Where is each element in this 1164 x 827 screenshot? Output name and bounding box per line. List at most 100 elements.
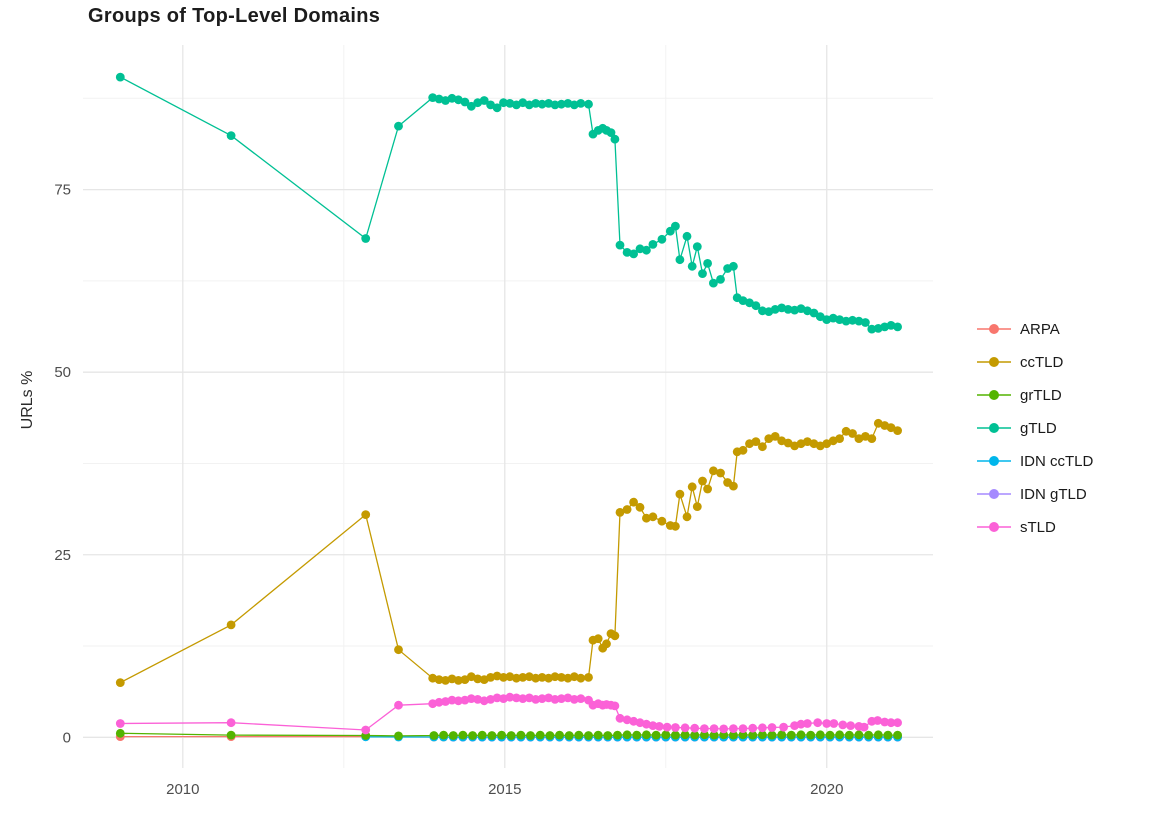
data-point [622,505,632,514]
data-point [867,434,877,443]
data-point [841,316,851,326]
legend-label: ccTLD [1020,353,1064,371]
legend-label: grTLD [1020,386,1062,404]
data-point [460,97,470,107]
data-point [487,731,497,740]
legend-key-icon [977,489,1011,499]
data-point [893,730,902,740]
data-point [662,722,672,732]
data-point [477,730,487,740]
data-point [687,482,697,492]
data-point [657,234,667,244]
data-point [661,730,671,740]
data-point [473,674,483,684]
data-point [835,730,844,740]
data-point [394,645,403,655]
data-point [361,234,371,243]
data-point [576,694,586,703]
data-point [584,673,593,682]
grid-major [83,45,933,768]
data-point [466,101,476,111]
data-point [709,466,718,476]
data-point [115,728,125,738]
data-point [584,731,593,740]
data-point [569,695,579,704]
data-point [709,278,718,288]
data-point [758,730,767,740]
data-point [115,719,125,728]
data-point [518,694,528,703]
data-point [671,221,680,231]
data-point [770,432,780,441]
y-tick-label: 25 [54,547,71,564]
legend-label: IDN ccTLD [1020,452,1094,470]
series-gtld [115,72,902,334]
data-point [657,516,667,526]
data-point [615,508,625,517]
data-point [883,730,893,740]
data-point [825,730,835,740]
data-point [716,468,725,478]
data-point [555,730,564,740]
data-point [893,426,902,435]
legend-item-arpa: ARPA [976,318,1093,340]
data-point [709,724,719,733]
data-point [703,259,712,268]
data-point [550,100,560,110]
series-cctld [115,418,902,687]
grid-minor [83,45,933,768]
data-point [716,275,725,284]
data-point [606,128,616,138]
data-point [703,484,712,494]
data-point [692,242,702,252]
data-point [454,676,463,685]
data-point [848,315,857,325]
series-line [119,76,898,330]
data-point [497,730,506,740]
data-point [873,716,882,725]
data-point [394,731,403,741]
legend-item-stld: sTLD [976,516,1093,538]
legend-item-idn-gtld: IDN gTLD [976,483,1093,505]
data-point [506,731,516,740]
data-point [557,99,566,109]
data-point [468,731,477,740]
data-point [829,719,839,728]
data-point [767,723,777,732]
data-point [786,730,796,740]
data-point [846,721,855,730]
data-point [873,730,883,740]
data-point [531,695,541,704]
data-point [751,437,761,446]
data-point [738,724,748,733]
data-point [629,249,638,259]
data-point [537,99,547,109]
data-point [835,434,844,443]
data-point [602,639,611,649]
data-point [629,497,638,507]
data-point [447,695,457,705]
data-point [642,730,651,740]
data-point [719,724,729,734]
data-point [700,730,709,740]
data-point [584,99,593,109]
legend-key-icon [977,522,1011,532]
legend-key-icon [977,456,1011,466]
data-point [748,730,758,740]
data-point [512,693,521,703]
data-point [861,318,870,327]
legend-label: ARPA [1020,320,1060,338]
data-point [651,730,661,740]
data-point [466,694,476,703]
series-stld [115,692,902,735]
data-point [698,476,707,486]
legend-item-grtld: grTLD [976,384,1093,406]
legend: ARPA ccTLD grTLD gTLD IDN ccTLD IDN gTLD sTLD [976,318,1093,538]
data-point [550,695,560,704]
data-point [434,697,444,707]
data-point [492,103,502,113]
data-point [429,731,439,740]
data-point [809,308,819,318]
data-point [698,269,707,278]
